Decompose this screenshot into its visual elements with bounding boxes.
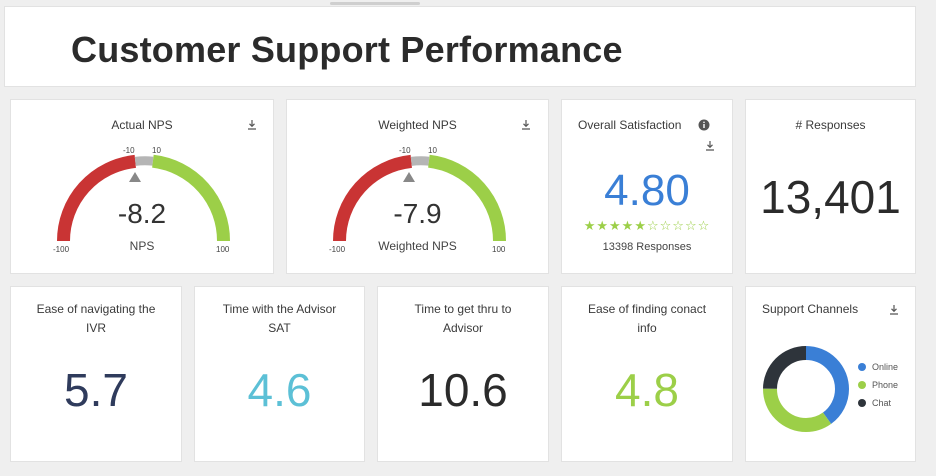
contact-info-value: 4.8 (615, 364, 679, 416)
ivr-card: Ease of navigating the IVR 5.7 (10, 286, 182, 462)
time-to-advisor-card: Time to get thru to Advisor 10.6 (377, 286, 549, 462)
ivr-value: 5.7 (64, 364, 128, 416)
satisfaction-title: Overall Satisfaction (578, 118, 682, 132)
weighted-nps-card: Weighted NPS -10 10 -100 100 -7.9 Weight… (286, 99, 549, 274)
actual-nps-card: Actual NPS -10 10 -100 100 -8.2 NPS (10, 99, 274, 274)
card-title: # Responses (795, 118, 866, 132)
legend-label: Online (872, 362, 899, 372)
gauge-band-low-label: -10 (399, 146, 411, 155)
legend-item-chat[interactable]: Chat (858, 398, 891, 408)
gauge-max-label: 100 (216, 245, 230, 254)
card-title: Ease of finding conact info (587, 302, 707, 335)
support-channels-donut (763, 346, 849, 432)
satisfaction-responses: 13398 Responses (602, 241, 692, 253)
gauge-red-arc (57, 154, 137, 242)
responses-value: 13,401 (760, 171, 901, 223)
download-icon[interactable] (888, 304, 900, 316)
card-title: Overall Satisfaction (578, 116, 681, 135)
legend-item-phone[interactable]: Phone (858, 380, 898, 390)
card-title: Time to get thru to Advisor (414, 302, 512, 335)
download-icon[interactable] (520, 119, 532, 131)
weighted-nps-label: Weighted NPS (378, 239, 457, 253)
page-title: Customer Support Performance (71, 29, 623, 70)
gauge-red-arc (333, 154, 413, 242)
card-title: Time with the Advisor SAT (222, 302, 337, 335)
star-icon: ★★★★ (583, 218, 635, 233)
time-to-advisor-value: 10.6 (418, 364, 508, 416)
gauge-pointer (403, 172, 415, 182)
download-icon[interactable] (704, 140, 716, 152)
gauge-green-arc (151, 154, 231, 242)
info-icon[interactable] (698, 119, 710, 131)
gauge-green-arc (427, 154, 507, 242)
gauge-band-high-label: 10 (428, 146, 437, 155)
legend-dot (858, 381, 866, 389)
donut-slice-chat (763, 346, 849, 432)
advisor-sat-value: 4.6 (247, 364, 312, 416)
gauge-band-high-label: 10 (152, 146, 161, 155)
gauge-grey-arc (134, 156, 154, 166)
card-title: Ease of navigating the IVR (36, 302, 156, 335)
card-title: Support Channels (762, 302, 859, 316)
star-empty-icon: ☆☆☆☆☆ (647, 218, 711, 233)
card-title: Weighted NPS (378, 118, 457, 132)
weighted-nps-value: -7.9 (393, 198, 442, 229)
support-channels-card: Support Channels Online Phone Chat (745, 286, 916, 462)
advisor-sat-card: Time with the Advisor SAT 4.6 (194, 286, 365, 462)
legend-label: Phone (872, 380, 899, 390)
card-title: Actual NPS (111, 118, 173, 132)
legend-dot (858, 399, 866, 407)
gauge-max-label: 100 (492, 245, 506, 254)
gauge-grey-arc (410, 156, 430, 166)
star-rating: ★★★★★☆☆☆☆☆ (562, 218, 732, 234)
nps-value: -8.2 (117, 198, 167, 229)
gauge-min-label: -100 (329, 245, 346, 254)
contact-info-card: Ease of finding conact info 4.8 (561, 286, 733, 462)
overall-satisfaction-card: Overall Satisfaction 4.80 ★★★★★☆☆☆☆☆ 133… (561, 99, 733, 274)
download-icon[interactable] (246, 119, 258, 131)
legend-dot (858, 363, 866, 371)
header-panel: Customer Support Performance (4, 6, 916, 87)
donut-slice-phone (763, 346, 849, 432)
gauge-min-label: -100 (53, 245, 70, 254)
gauge-pointer (129, 172, 141, 182)
legend-label: Chat (872, 398, 892, 408)
satisfaction-value: 4.80 (604, 166, 690, 215)
star-half-icon: ★ (634, 218, 647, 233)
nps-gauge (57, 154, 231, 242)
gauge-band-low-label: -10 (123, 146, 135, 155)
responses-card: # Responses 13,401 (745, 99, 916, 274)
weighted-nps-gauge (333, 154, 507, 242)
legend-item-online[interactable]: Online (858, 362, 898, 372)
window-grabber (330, 2, 420, 5)
nps-label: NPS (129, 239, 155, 253)
